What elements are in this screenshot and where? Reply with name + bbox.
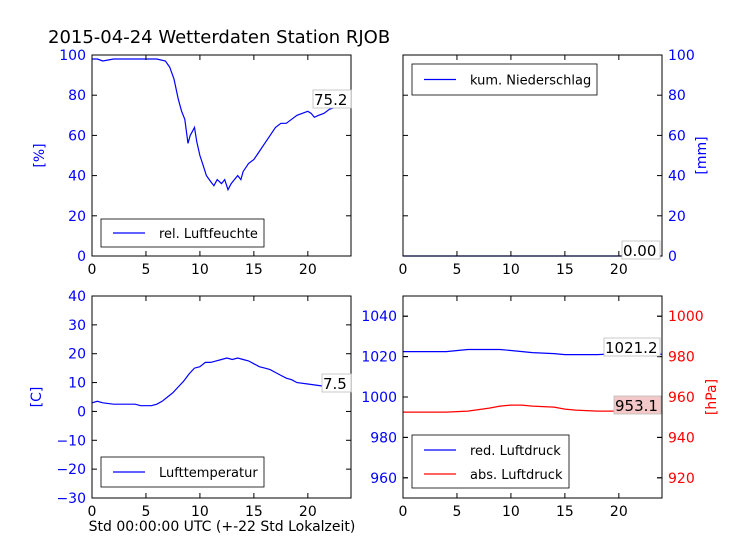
y-tick-label-right: 80	[668, 88, 686, 104]
x-tick-label: 10	[502, 262, 520, 278]
y-tick-label-left: 0	[77, 249, 86, 265]
value-label-box	[621, 240, 661, 260]
y-tick-label-right: 920	[668, 471, 695, 487]
y-tick-label-right: 20	[668, 209, 686, 225]
y-tick-label-left: 20	[68, 347, 86, 363]
legend-label: abs. Luftdruck	[470, 468, 563, 483]
y-tick-label-left: 10	[68, 376, 86, 392]
y-tick-label-left: 960	[370, 471, 397, 487]
y-tick-label-right: 940	[668, 430, 695, 446]
y-tick-label-left: 80	[68, 88, 86, 104]
value-label: 1021.2	[605, 339, 658, 357]
series-line	[92, 58, 352, 192]
x-tick-label: 0	[88, 262, 97, 278]
value-label: 953.1	[615, 397, 658, 415]
x-tick-label: 5	[141, 262, 150, 278]
y-tick-label-left: 60	[68, 128, 86, 144]
value-label-box	[312, 89, 352, 109]
x-tick-label: 15	[245, 262, 263, 278]
y-tick-label-left: 40	[68, 169, 86, 185]
x-tick-label: 5	[452, 504, 461, 520]
y-axis-label-left: [%]	[32, 143, 48, 167]
x-tick-label: 0	[399, 504, 408, 520]
y-axis-label-left: [C]	[29, 387, 45, 408]
y-tick-label-right: 0	[668, 249, 677, 265]
series-line	[403, 404, 663, 413]
legend-label: red. Luftdruck	[470, 444, 561, 459]
y-tick-label-right: 980	[668, 350, 695, 366]
value-label: 75.2	[314, 91, 347, 109]
plot-frame	[402, 54, 663, 257]
y-tick-label-left: 1020	[361, 350, 397, 366]
legend-label: Lufttemperatur	[159, 466, 258, 481]
plot-frame	[91, 54, 352, 257]
value-label-box	[321, 373, 352, 393]
y-tick-label-left: 980	[370, 430, 397, 446]
x-tick-label: 15	[245, 504, 263, 520]
x-tick-label: 0	[88, 504, 97, 520]
y-tick-label-right: 100	[668, 48, 695, 64]
x-tick-label: 20	[610, 262, 628, 278]
legend-label: kum. Niederschlag	[470, 74, 591, 89]
y-tick-label-left: 1040	[361, 309, 397, 325]
figure-title: 2015-04-24 Wetterdaten Station RJOB	[48, 27, 390, 48]
x-tick-label: 5	[452, 262, 461, 278]
x-tick-label: 10	[191, 504, 209, 520]
y-tick-label-right: 40	[668, 169, 686, 185]
y-tick-label-left: 20	[68, 209, 86, 225]
y-tick-label-left: −20	[56, 462, 86, 478]
plot-frame	[91, 295, 352, 499]
y-tick-label-left: −10	[56, 433, 86, 449]
value-label: 0.00	[623, 242, 656, 260]
temperature-panel: 0 5 10 15 20 −30 −20 −10 0 10 20 30 40 [C] Lufttempera…	[29, 289, 352, 520]
precipitation-panel: 0 5 10 15 20 0 20 40 60 80 100 [mm] kum. Niederschla…	[399, 48, 710, 278]
value-label-box	[603, 337, 661, 357]
x-tick-label: 0	[399, 262, 408, 278]
x-tick-label: 10	[191, 262, 209, 278]
x-axis-label: Std 00:00:00 UTC (+-22 Std Lokalzeit)	[89, 519, 356, 535]
humidity-panel: 0 5 10 15 20 0 20 40 60 80 100 [%] rel. Luftfeuchte 7…	[32, 48, 352, 278]
x-tick-label: 10	[502, 504, 520, 520]
value-label: 7.5	[323, 375, 347, 393]
value-label-box	[613, 395, 662, 415]
pressure-panel: 0 5 10 15 20 960 980 1000 1020 1040 920 940 960 980 10…	[361, 295, 720, 520]
x-tick-label: 15	[556, 504, 574, 520]
x-tick-label: 5	[141, 504, 150, 520]
legend-box	[411, 434, 570, 489]
y-tick-label-left: 100	[59, 48, 86, 64]
y-tick-label-right: 1000	[668, 309, 704, 325]
y-tick-label-right: 60	[668, 128, 686, 144]
y-tick-label-right: 960	[668, 390, 695, 406]
legend-label: rel. Luftfeuchte	[159, 227, 258, 242]
series-line	[91, 357, 352, 407]
x-tick-label: 20	[299, 262, 317, 278]
y-tick-label-left: 40	[68, 289, 86, 305]
x-tick-label: 20	[299, 504, 317, 520]
x-tick-label: 15	[556, 262, 574, 278]
y-axis-label-right: [mm]	[694, 136, 710, 174]
y-tick-label-left: −30	[56, 491, 86, 507]
y-tick-label-left: 1000	[361, 390, 397, 406]
y-axis-label-right: [hPa]	[704, 379, 720, 415]
x-tick-label: 20	[610, 504, 628, 520]
y-tick-label-left: 30	[68, 318, 86, 334]
y-tick-label-left: 0	[77, 404, 86, 420]
